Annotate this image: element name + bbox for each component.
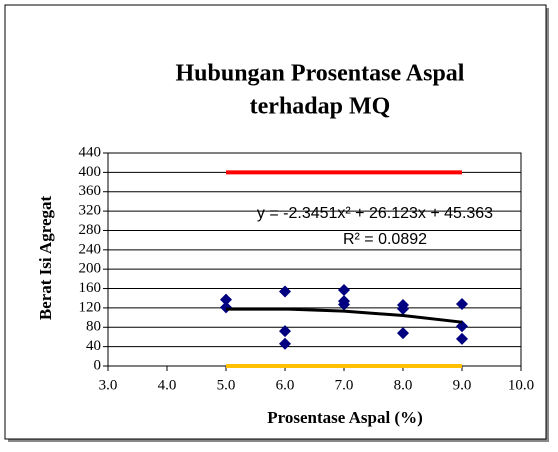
marker <box>279 285 291 298</box>
y-tick-label: 400 <box>79 164 102 180</box>
marker <box>456 298 468 311</box>
y-axis-label: Berat Isi Agregat <box>36 196 55 321</box>
x-tick-label: 9.0 <box>453 377 472 393</box>
marker <box>456 332 468 345</box>
marker <box>279 325 291 338</box>
x-tick-label: 4.0 <box>158 377 177 393</box>
x-tick-label: 7.0 <box>335 377 354 393</box>
x-tick-label: 10.0 <box>508 377 534 393</box>
y-tick-label: 280 <box>79 222 102 238</box>
x-tick-label: 8.0 <box>394 377 413 393</box>
trendline <box>225 307 463 324</box>
trendline-equation: y = -2.3451x² + 26.123x + 45.363 <box>257 205 493 222</box>
y-tick-label: 80 <box>86 319 101 335</box>
y-tick-label: 200 <box>79 261 102 277</box>
marker <box>397 302 409 315</box>
y-tick-label: 320 <box>79 203 102 219</box>
y-tick-label: 360 <box>79 183 102 199</box>
plot-area <box>107 152 522 367</box>
x-tick-label: 3.0 <box>99 377 118 393</box>
y-tick-label: 160 <box>79 280 102 296</box>
x-tick-label: 5.0 <box>217 377 236 393</box>
x-tick-label: 6.0 <box>276 377 295 393</box>
marker <box>279 337 291 350</box>
y-tick-label: 440 <box>79 144 102 160</box>
marker <box>338 283 350 296</box>
y-tick-label: 40 <box>86 338 101 354</box>
x-axis-label: Prosentase Aspal (%) <box>267 408 423 427</box>
trendline-r-squared: R² = 0.0892 <box>343 231 427 248</box>
y-tick-label: 120 <box>79 299 102 315</box>
chart-title: Hubungan Prosentase Aspal <box>176 61 465 87</box>
chart-title: terhadap MQ <box>250 94 391 120</box>
marker <box>397 327 409 340</box>
y-tick-label: 0 <box>94 357 102 373</box>
y-tick-label: 240 <box>79 241 102 257</box>
marker <box>338 298 350 311</box>
marker <box>220 293 232 306</box>
